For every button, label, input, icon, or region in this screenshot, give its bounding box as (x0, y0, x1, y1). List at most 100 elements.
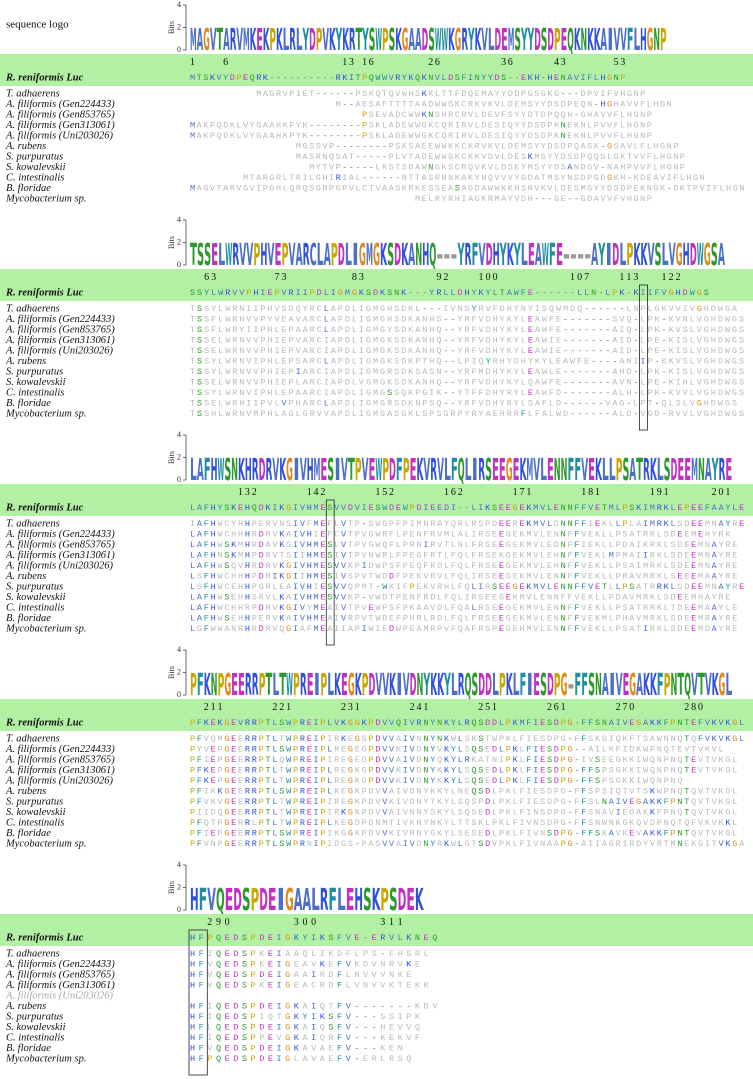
species-name: A. filiformis (Gen853765) (5, 754, 115, 765)
logo-label: sequence logo (6, 19, 69, 31)
species-name: A. filiformis (Gen224433) (5, 744, 115, 755)
species-name: T. adhaerens (6, 948, 60, 959)
reference-name: R. reniformis Luc (5, 287, 84, 298)
column-box (639, 284, 648, 431)
reference-band (0, 269, 753, 301)
species-name: C. intestinalis (6, 817, 64, 828)
species-name: A. filiformis (Gen853765) (5, 969, 115, 980)
species-name: Mycobacterium sp. (5, 193, 86, 204)
species-name: A. filiformis (Uni203026) (5, 130, 114, 141)
species-name: A. filiformis (Gen853765) (5, 539, 115, 550)
species-name: C. intestinalis (6, 387, 64, 398)
species-name: Mycobacterium sp. (5, 408, 86, 419)
sequence-logo: PFKNPGEERRPTLTWPREIPLKEGKPDVVKIVDNYKKYLR… (190, 668, 732, 703)
species-name: S. purpuratus (6, 366, 63, 377)
logo-tick-label: 4 (177, 430, 181, 439)
species-name: S. purpuratus (6, 151, 63, 162)
species-name: A. filiformis (Gen313061) (5, 765, 115, 776)
species-name: B. floridae (6, 613, 51, 624)
species-name: C. intestinalis (6, 1032, 64, 1043)
logo-tick-label: 0 (177, 690, 181, 699)
logo-tick-label: 0 (177, 475, 181, 484)
species-name: S. kowalevskii (6, 377, 66, 388)
species-name: A. filiformis (Gen853765) (5, 109, 115, 120)
sequence-logo: TSSELWRVVPHVEPVARCLAPDLIGMGKSDKANHQ---YR… (190, 238, 725, 273)
species-name: A. rubens (5, 1001, 46, 1012)
logo-tick-label: 2 (177, 882, 181, 891)
species-name: S. kowalevskii (6, 807, 66, 818)
species-name: T. adhaerens (6, 518, 60, 529)
logo-tick-label: 4 (177, 215, 181, 224)
species-name: A. filiformis (Gen313061) (5, 120, 115, 131)
logo-tick-label: 2 (177, 237, 181, 246)
species-name: T. adhaerens (6, 88, 60, 99)
species-name: B. floridae (6, 183, 51, 194)
reference-band (0, 484, 753, 516)
species-name: S. purpuratus (6, 796, 63, 807)
logo-tick-label: 0 (177, 45, 181, 54)
logo-tick-label: 4 (177, 860, 181, 869)
logo-tick-label: 2 (177, 667, 181, 676)
species-name: A. filiformis (Gen224433) (5, 99, 115, 110)
species-name: A. rubens (5, 571, 46, 582)
logo-axis-label: Bits (167, 666, 176, 679)
logo-tick-label: 4 (177, 0, 181, 9)
species-name: A. filiformis (Gen224433) (5, 959, 115, 970)
species-name: A. filiformis (Uni203026) (5, 345, 114, 356)
species-name: S. kowalevskii (6, 1022, 66, 1033)
species-name: C. intestinalis (6, 172, 64, 183)
species-name: A. filiformis (Uni203026) (5, 775, 114, 786)
logo-axis-label: Bits (167, 236, 176, 249)
logo-axis-label: Bits (167, 451, 176, 464)
species-name: S. purpuratus (6, 581, 63, 592)
reference-band (0, 914, 753, 946)
species-name: A. filiformis (Uni203026) (5, 560, 114, 571)
species-name: A. rubens (5, 786, 46, 797)
species-name: A. filiformis (Gen313061) (5, 980, 115, 991)
species-name: A. filiformis (Gen313061) (5, 335, 115, 346)
species-name: A. filiformis (Uni203026) (5, 990, 114, 1001)
sequence-logo: MAGVTARVMKEKPKLRLYDPVKYKRTYSWPSKGAADSWWK… (190, 23, 667, 58)
species-name: S. purpuratus (6, 1011, 63, 1022)
species-name: C. intestinalis (6, 602, 64, 613)
